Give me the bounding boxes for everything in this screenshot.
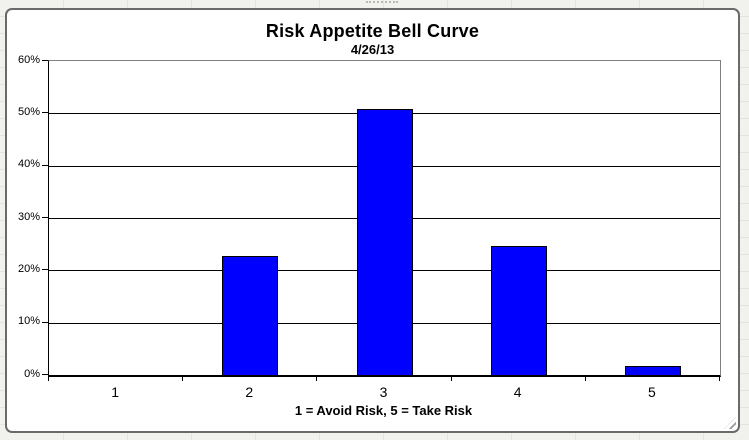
chart-window: Risk Appetite Bell Curve 4/26/13 1 = Avo…: [5, 8, 740, 433]
x-axis-label-4: 4: [513, 384, 522, 400]
x-axis-tick-2: [316, 376, 318, 381]
x-axis-label-5: 5: [647, 384, 656, 400]
x-axis-tick-0: [48, 376, 49, 381]
bar-category-2: [222, 255, 279, 375]
x-axis-tick-3: [450, 376, 452, 381]
x-axis-label-2: 2: [245, 384, 254, 400]
y-axis-tick-30pct: [42, 217, 48, 218]
x-axis-tick-1: [182, 376, 184, 381]
y-axis-label-50pct: 50%: [17, 105, 40, 118]
resize-grip-icon[interactable]: [724, 417, 736, 429]
y-axis-label-20pct: 20%: [17, 262, 40, 275]
x-axis-tick-5: [719, 376, 720, 381]
y-axis-tick-20pct: [42, 269, 48, 271]
y-axis-label-10pct: 10%: [17, 315, 40, 328]
y-axis-label-60pct: 60%: [17, 53, 40, 66]
bar-category-5: [624, 365, 681, 375]
y-axis-tick-10pct: [42, 321, 48, 323]
x-axis-label-1: 1: [111, 384, 119, 400]
y-axis-tick-0pct: [42, 374, 48, 375]
y-axis-tick-60pct: [42, 60, 48, 61]
plot-area: [48, 60, 721, 377]
y-axis-label-0pct: 0%: [24, 367, 40, 380]
chart-subtitle: 4/26/13: [350, 42, 395, 57]
x-axis-tick-4: [584, 376, 586, 381]
x-axis-title: 1 = Avoid Risk, 5 = Take Risk: [294, 403, 473, 418]
worksheet-cell-dots: [366, 1, 398, 3]
bar-category-4: [490, 246, 547, 375]
x-axis-label-3: 3: [379, 384, 388, 400]
y-axis-tick-50pct: [42, 112, 48, 114]
bar-category-3: [356, 108, 413, 375]
y-axis-tick-40pct: [42, 164, 48, 166]
chart-title: Risk Appetite Bell Curve: [265, 21, 480, 41]
y-axis-label-30pct: 30%: [17, 210, 40, 223]
y-axis-label-40pct: 40%: [17, 158, 40, 171]
